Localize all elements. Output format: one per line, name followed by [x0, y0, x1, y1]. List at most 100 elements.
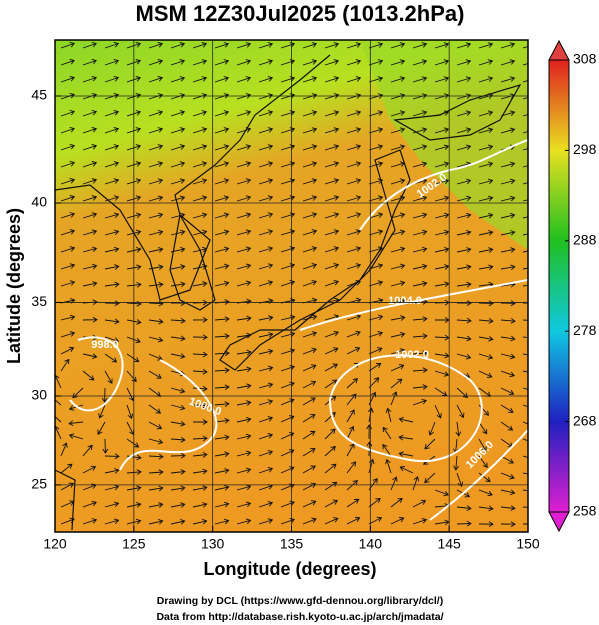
wind-arrow: [366, 424, 372, 440]
wind-arrow: [214, 316, 230, 323]
wind-arrow: [324, 59, 340, 66]
wind-arrow: [170, 76, 186, 83]
wind-arrow: [324, 363, 339, 372]
wind-arrow: [192, 229, 208, 236]
wind-arrow: [368, 362, 382, 372]
wind-arrow: [522, 216, 528, 219]
wind-arrow: [302, 517, 317, 525]
wind-arrow: [478, 300, 494, 307]
wind-arrow: [390, 144, 406, 151]
wind-arrow: [412, 476, 420, 491]
wind-arrow: [60, 442, 68, 457]
wind-arrow: [346, 42, 362, 49]
wind-arrow: [258, 449, 274, 457]
wind-arrow: [302, 397, 316, 406]
credit: Data from http://database.rish.kyoto-u.a…: [156, 611, 443, 623]
wind-arrow: [148, 438, 164, 445]
wind-arrow: [434, 127, 450, 134]
wind-arrow: [148, 76, 164, 83]
wind-arrow: [60, 314, 76, 321]
wind-arrow: [126, 370, 137, 383]
wind-arrow: [500, 300, 516, 307]
wind-arrow: [500, 317, 516, 324]
wind-arrow: [236, 263, 252, 270]
wind-arrow: [236, 229, 252, 236]
wind-arrow: [368, 144, 384, 151]
axes: 120 125 130 135 140 145 150 25 30 35 40 45: [31, 87, 539, 552]
wind-arrow: [82, 41, 97, 49]
wind-arrow: [434, 110, 450, 117]
wind-arrow: [214, 93, 230, 100]
wind-arrow: [390, 517, 405, 525]
wind-arrow: [60, 346, 75, 355]
wind-arrow: [60, 41, 75, 49]
wind-arrow: [302, 347, 317, 355]
wind-arrow: [500, 370, 515, 378]
wind-arrow: [368, 331, 384, 338]
wind-arrow: [192, 317, 208, 323]
wind-arrow: [258, 76, 274, 83]
wind-arrow: [478, 161, 494, 168]
wind-arrow: [214, 484, 230, 491]
wind-arrow: [522, 387, 528, 390]
wind-arrow: [302, 279, 317, 287]
wind-arrow: [104, 110, 120, 117]
wind-arrow: [456, 42, 472, 49]
wind-arrow: [523, 523, 528, 525]
colorbar-max-arrow: [548, 39, 570, 61]
wind-arrow: [346, 144, 362, 151]
wind-arrow: [170, 264, 186, 270]
wind-arrow: [214, 212, 230, 219]
wind-arrow: [399, 466, 414, 474]
wind-arrow: [478, 247, 494, 253]
wind-arrow: [478, 42, 494, 49]
wind-arrow: [214, 246, 230, 253]
wind-arrow: [456, 144, 472, 151]
wind-arrow: [192, 435, 208, 442]
wind-arrow: [258, 365, 274, 372]
wind-arrow: [258, 42, 274, 49]
wind-arrow: [478, 110, 494, 117]
colorbar-tick-label: 288: [573, 232, 597, 248]
wind-arrow: [214, 263, 230, 270]
wind-arrow: [500, 472, 515, 480]
wind-arrow: [478, 229, 494, 236]
wind-arrow: [522, 233, 528, 236]
wind-arrow: [55, 413, 62, 423]
wind-arrow: [148, 469, 164, 476]
wind-arrow: [82, 229, 98, 236]
wind-arrow: [104, 246, 120, 253]
wind-arrow: [522, 114, 528, 117]
wind-arrow: [148, 370, 162, 379]
wind-arrow: [500, 489, 516, 496]
wind-arrow: [522, 250, 528, 253]
wind-arrow: [368, 76, 384, 83]
wind-arrow: [390, 76, 406, 83]
wind-arrow: [302, 229, 318, 236]
wind-arrow: [390, 110, 406, 117]
colorbar: 258 268 278 288 298 308: [548, 39, 597, 533]
wind-arrow: [258, 518, 274, 525]
wind-arrow: [258, 315, 274, 321]
wind-arrow: [236, 127, 252, 134]
wind-arrow: [104, 501, 120, 508]
wind-arrow: [192, 368, 208, 375]
wind-arrow: [148, 281, 164, 288]
wind-arrow: [60, 463, 73, 474]
wind-arrow: [434, 42, 450, 49]
wind-arrow: [346, 279, 362, 287]
wind-arrow: [456, 335, 472, 342]
wind-arrow: [324, 379, 338, 389]
wind-arrow: [456, 520, 472, 527]
wind-arrow: [82, 161, 98, 168]
wind-arrow: [302, 263, 318, 270]
wind-arrow: [148, 229, 164, 236]
wind-arrow: [324, 246, 340, 253]
wind-arrow: [456, 178, 472, 185]
wind-arrow: [148, 485, 164, 492]
wind-arrow: [390, 497, 403, 508]
wind-arrow: [390, 348, 406, 355]
wind-arrow: [346, 480, 359, 491]
wind-arrow: [60, 92, 75, 100]
wind-arrow: [324, 517, 339, 525]
